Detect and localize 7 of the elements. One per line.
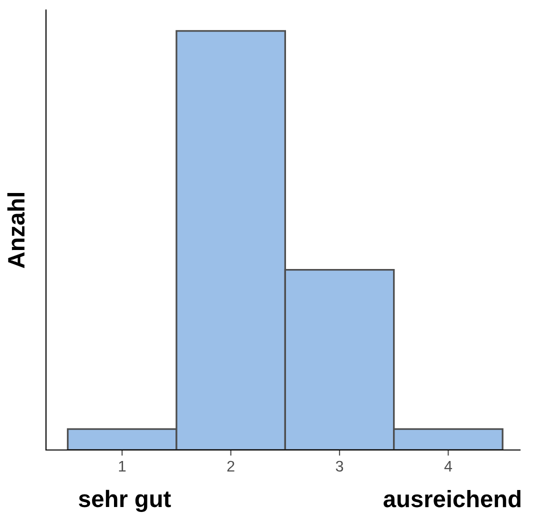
x-tick-label: 1 (119, 460, 126, 472)
text: ausreichend (384, 490, 520, 508)
text: sehr gut (78, 490, 171, 512)
y-axis-title: Anzahl (7, 192, 25, 268)
x-tick-label: 4 (444, 460, 452, 472)
x-tick-label: 3 (336, 460, 344, 472)
x-tick-label: 2 (227, 460, 234, 472)
